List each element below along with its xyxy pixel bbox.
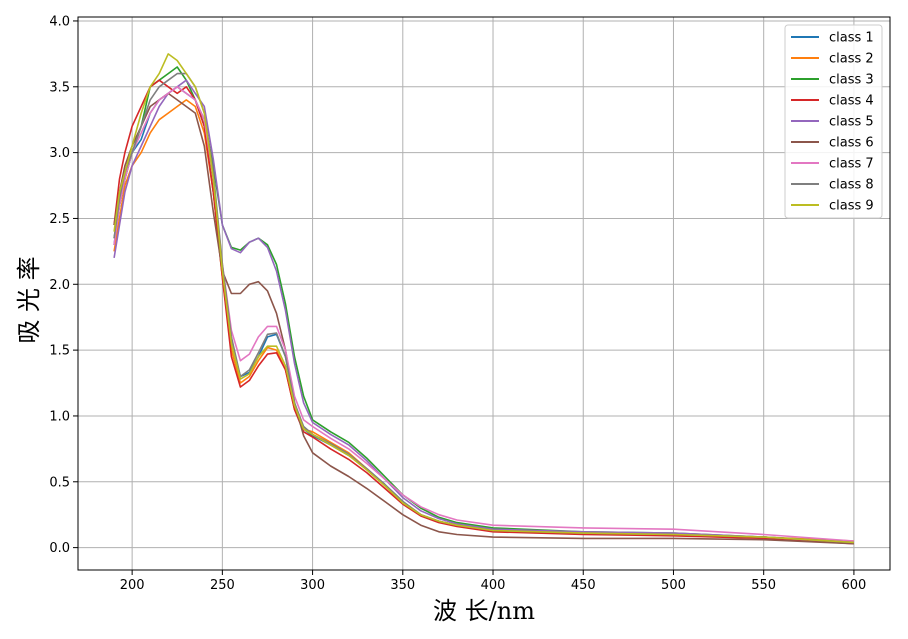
x-axis-title: 波 长/nm (433, 597, 535, 625)
y-tick-label: 0.0 (49, 541, 70, 556)
legend-label: class 8 (829, 178, 874, 193)
x-tick-label: 350 (390, 578, 415, 593)
x-tick-label: 250 (210, 578, 235, 593)
legend-label: class 2 (829, 52, 874, 67)
y-tick-label: 1.0 (49, 409, 70, 424)
y-axis-ticks: 0.0 0.5 1.0 1.5 2.0 2.5 3.0 3.5 4.0 (49, 14, 78, 556)
y-tick-label: 3.5 (49, 80, 70, 95)
x-tick-label: 550 (751, 578, 776, 593)
legend-label: class 1 (829, 31, 874, 46)
series-lines (113, 53, 854, 545)
legend-label: class 7 (829, 157, 874, 172)
plot-frame (77, 16, 891, 571)
legend-label: class 5 (829, 115, 874, 130)
y-tick-label: 2.0 (49, 278, 70, 293)
y-tick-label: 3.0 (49, 146, 70, 161)
y-axis-title: 吸 光 率 (15, 256, 43, 343)
series-line-class-9 (113, 53, 854, 544)
x-tick-label: 500 (661, 578, 686, 593)
x-tick-label: 200 (120, 578, 145, 593)
x-tick-label: 600 (841, 578, 866, 593)
grid (78, 17, 890, 570)
x-tick-label: 400 (481, 578, 506, 593)
legend: class 1 class 2 class 3 class 4 class 5 class… (784, 24, 883, 219)
series-line-class-7 (113, 86, 854, 542)
y-tick-label: 2.5 (49, 212, 70, 227)
y-tick-label: 0.5 (49, 475, 70, 490)
legend-box (784, 24, 883, 219)
y-tick-label: 4.0 (49, 14, 70, 29)
x-tick-label: 450 (571, 578, 596, 593)
legend-label: class 3 (829, 73, 874, 88)
x-axis-ticks: 200 250 300 350 400 450 500 550 600 (120, 570, 866, 593)
series-line-class-5 (113, 79, 854, 544)
y-tick-label: 1.5 (49, 344, 70, 359)
legend-label: class 9 (829, 199, 874, 214)
x-tick-label: 300 (300, 578, 325, 593)
legend-label: class 6 (829, 136, 874, 151)
legend-label: class 4 (829, 94, 874, 109)
series-line-class-4 (113, 79, 854, 545)
